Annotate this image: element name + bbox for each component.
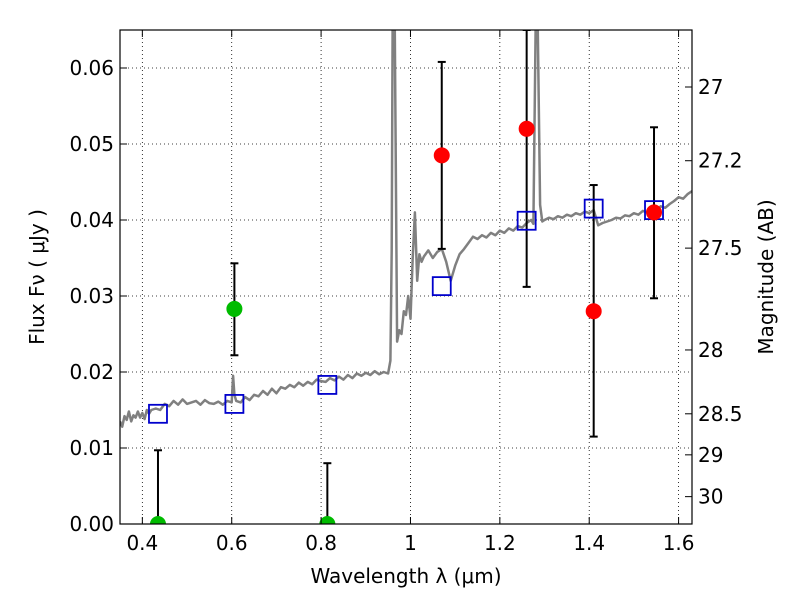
x-tick-label: 1.6 — [663, 531, 695, 555]
error-bars — [153, 30, 659, 524]
model-photometry-square — [516, 210, 537, 231]
green-point — [319, 516, 336, 524]
y-axis-label: Flux Fν ( μJy ) — [25, 209, 49, 345]
axis-ticks — [120, 30, 692, 525]
red-point — [646, 204, 663, 221]
red-point — [585, 303, 602, 320]
grid — [120, 30, 692, 524]
y-tick-label: 0.06 — [69, 56, 114, 80]
x-tick-label: 1.4 — [573, 531, 605, 555]
y-tick-label: 0.00 — [69, 512, 114, 536]
green-point — [226, 300, 243, 317]
model-photometry-square — [148, 403, 168, 424]
red-point — [518, 120, 535, 137]
right-tick-label: 28 — [698, 338, 723, 362]
data-markers — [148, 120, 664, 524]
x-tick-label: 0.6 — [216, 531, 248, 555]
x-tick-label: 0.4 — [126, 531, 158, 555]
model-photometry-square — [583, 198, 604, 219]
right-tick-label: 27.5 — [698, 236, 743, 260]
right-tick-label: 29 — [698, 443, 723, 467]
x-tick-label: 1 — [404, 531, 417, 555]
model-photometry-square — [317, 375, 338, 395]
red-point — [433, 147, 450, 164]
model-photometry-square — [431, 276, 452, 297]
right-tick-label: 27.2 — [698, 149, 743, 173]
x-tick-label: 1.2 — [484, 531, 516, 555]
x-axis-label: Wavelength λ (μm) — [310, 564, 501, 588]
green-point — [149, 516, 166, 524]
model-photometry-square — [224, 394, 245, 414]
sed-spectrum — [120, 30, 692, 428]
right-tick-label: 28.5 — [698, 402, 743, 426]
y-tick-label: 0.02 — [69, 360, 114, 384]
right-tick-label: 27 — [698, 75, 723, 99]
x-tick-label: 0.8 — [305, 531, 337, 555]
spectrum-line — [120, 30, 692, 428]
right-tick-label: 30 — [698, 485, 723, 509]
y-tick-label: 0.03 — [69, 284, 114, 308]
plot-frame — [119, 29, 693, 525]
tick-labels: 0.4 0.6 0.8 1 1.2 1.4 1.6 0.00 0.01 0.02 0.03 0.04 0… — [69, 56, 742, 555]
y-tick-label: 0.04 — [69, 208, 114, 232]
y-tick-label: 0.01 — [69, 436, 114, 460]
right-axis-label: Magnitude (AB) — [754, 199, 778, 354]
y-tick-label: 0.05 — [69, 132, 114, 156]
